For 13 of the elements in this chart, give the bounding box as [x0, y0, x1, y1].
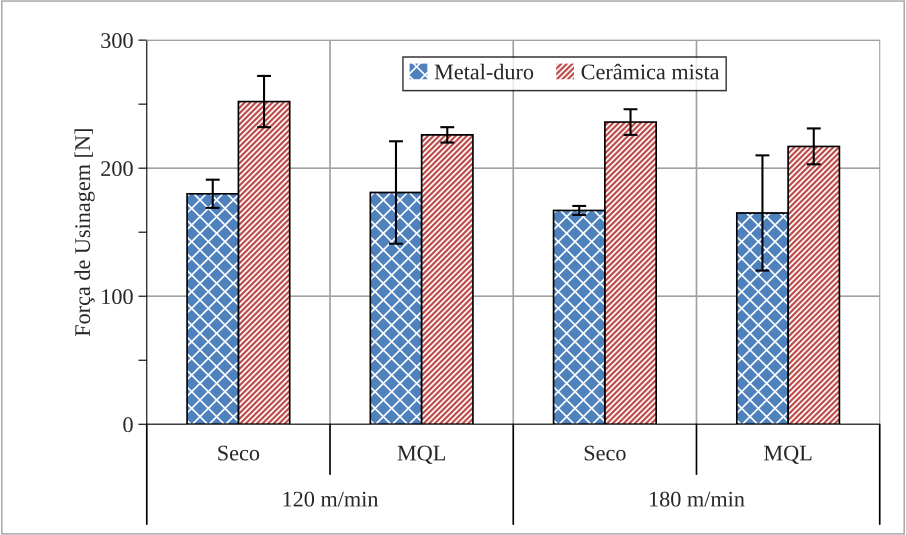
x-tick-label: MQL	[398, 446, 445, 464]
text: 120 m/min	[284, 492, 378, 507]
legend-label: Cerâmica mista	[582, 64, 720, 80]
legend-label: Metal-duro	[434, 64, 534, 80]
text: 180 m/min	[650, 492, 745, 507]
x-tick-label: MQL	[764, 446, 812, 464]
x-tick-label: Seco	[584, 446, 626, 461]
y-axis-title: Força de Usinagem [N]	[74, 129, 95, 336]
y-tick-label: 100	[102, 289, 133, 304]
x-tick-label: Seco	[218, 446, 260, 461]
y-tick-label: 200	[101, 161, 133, 176]
y-tick-label: 0	[123, 417, 133, 432]
y-tick-label: 300	[101, 33, 133, 48]
